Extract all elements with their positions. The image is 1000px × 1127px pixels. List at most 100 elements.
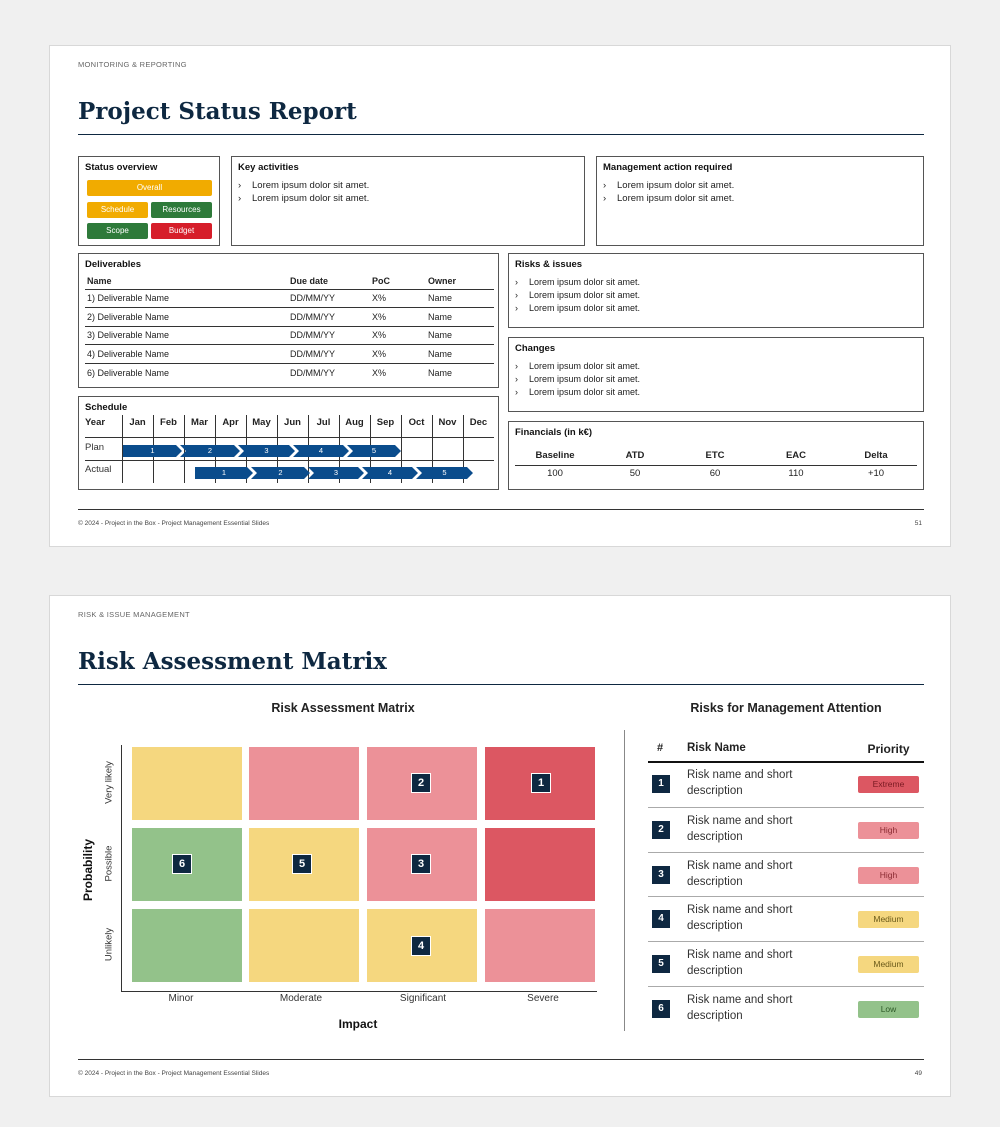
table-row: 3) Deliverable Name DD/MM/YY X% Name xyxy=(85,326,494,346)
risks-issues-heading: Risks & issues xyxy=(515,259,583,270)
financials-value: 50 xyxy=(629,468,641,479)
financials-column-header: ETC xyxy=(705,450,725,461)
x-axis-line xyxy=(121,991,597,992)
header-divider xyxy=(648,761,924,763)
matrix-cell xyxy=(132,909,242,982)
matrix-cell xyxy=(132,747,242,820)
risk-name: Risk name and short description xyxy=(687,949,793,977)
risk-badge: 6 xyxy=(172,854,192,874)
list-item: › Lorem ipsum dolor sit amet. xyxy=(515,374,641,384)
table-row: 1 Risk name and short description Extrem… xyxy=(648,762,924,807)
financials-column-header: Delta xyxy=(864,450,888,461)
table-row: 6) Deliverable Name DD/MM/YY X% Name xyxy=(87,367,453,378)
financials-panel: Financials (in k€) Baseline ATD ETC EAC … xyxy=(508,421,924,490)
year-label: Year xyxy=(85,417,106,428)
column-header: Priority xyxy=(867,742,910,756)
month-label: Jun xyxy=(284,417,301,428)
row-label: Very likely xyxy=(103,761,115,804)
plan-phase-bar: 5 xyxy=(347,445,401,457)
financials-value: 100 xyxy=(547,468,563,479)
risk-name: Risk name and short description xyxy=(687,860,793,888)
footer-divider xyxy=(78,509,924,510)
title-divider xyxy=(78,134,924,135)
financials-value: 60 xyxy=(709,468,721,479)
footer-divider xyxy=(78,1059,924,1060)
list-item: › Lorem ipsum dolor sit amet. xyxy=(238,180,370,191)
list-item: › Lorem ipsum dolor sit amet. xyxy=(515,290,641,300)
page-number: 49 xyxy=(914,1070,922,1077)
risk-name: Risk name and short description xyxy=(687,815,793,843)
risk-badge: 5 xyxy=(292,854,312,874)
chevron-right-icon: › xyxy=(238,193,242,204)
attention-heading: Risks for Management Attention xyxy=(690,701,882,715)
matrix-cell xyxy=(249,909,359,982)
month-gridline xyxy=(463,415,464,483)
row-number-badge: 2 xyxy=(652,821,670,839)
risk-badge: 3 xyxy=(411,854,431,874)
month-gridline xyxy=(122,415,123,483)
month-label: May xyxy=(252,417,271,428)
deliverables-heading: Deliverables xyxy=(85,259,141,270)
actual-phase-bar: 5 xyxy=(416,467,473,479)
financials-heading: Financials (in k€) xyxy=(515,427,593,438)
table-row: 5 Risk name and short description Medium xyxy=(648,941,924,986)
financials-value: +10 xyxy=(867,468,885,479)
deliverables-panel: Deliverables Name Due date PoC Owner 1) … xyxy=(78,253,499,388)
list-item: › Lorem ipsum dolor sit amet. xyxy=(603,193,735,204)
actual-phase-bar: 1 xyxy=(195,467,253,479)
schedule-heading: Schedule xyxy=(85,402,128,413)
table-row: 4) Deliverable Name DD/MM/YY X% Name xyxy=(85,344,494,364)
title-divider xyxy=(78,684,924,685)
actual-phase-bar: 3 xyxy=(308,467,364,479)
panel-separator xyxy=(624,730,625,1031)
chevron-right-icon: › xyxy=(603,180,607,191)
priority-badge: Extreme xyxy=(858,776,919,793)
status-schedule-pill: Schedule xyxy=(87,202,148,218)
plan-phase-bar: 4 xyxy=(293,445,349,457)
row-label: Possible xyxy=(103,845,115,882)
key-activities-heading: Key activities xyxy=(238,162,299,173)
chevron-right-icon: › xyxy=(515,361,518,371)
plan-phase-bar: 2 xyxy=(180,445,240,457)
column-header: Name xyxy=(85,273,288,290)
table-row: 3 Risk name and short description High xyxy=(648,852,924,897)
actual-phase-bar: 2 xyxy=(251,467,310,479)
row-number-badge: 4 xyxy=(652,910,670,928)
table-row: 1) Deliverable Name DD/MM/YY X% Name xyxy=(85,289,494,309)
slide-title: Project Status Report xyxy=(78,98,357,125)
column-label: Minor xyxy=(168,993,194,1004)
financials-value: 110 xyxy=(788,468,804,479)
divider xyxy=(515,465,917,466)
plan-phase-bar: 3 xyxy=(238,445,295,457)
list-item: › Lorem ipsum dolor sit amet. xyxy=(603,180,735,191)
priority-badge: Low xyxy=(858,1001,919,1018)
chevron-right-icon: › xyxy=(515,303,518,313)
list-item: › Lorem ipsum dolor sit amet. xyxy=(515,303,641,313)
risk-badge: 1 xyxy=(531,773,551,793)
risk-name: Risk name and short description xyxy=(687,904,793,932)
slide-risk-assessment-matrix: RISK & ISSUE MANAGEMENT Risk Assessment … xyxy=(49,595,951,1097)
footer-text: © 2024 - Project in the Box - Project Ma… xyxy=(78,1070,270,1077)
matrix-cell xyxy=(249,747,359,820)
plan-phase-bar: 1 xyxy=(123,445,182,457)
column-header: Due date xyxy=(288,273,370,290)
risks-issues-panel: Risks & issues › Lorem ipsum dolor sit am… xyxy=(508,253,924,328)
chevron-right-icon: › xyxy=(515,374,518,384)
month-label: Jan xyxy=(129,417,146,428)
month-label: Dec xyxy=(469,417,488,428)
month-label: Feb xyxy=(160,417,177,428)
list-item: › Lorem ipsum dolor sit amet. xyxy=(515,387,641,397)
section-kicker: RISK & ISSUE MANAGEMENT xyxy=(78,610,190,619)
list-item: › Lorem ipsum dolor sit amet. xyxy=(515,277,641,287)
row-number-badge: 5 xyxy=(652,955,670,973)
schedule-panel: Schedule Year Plan Actual Jan Feb Mar Apr Ma… xyxy=(78,396,499,490)
row-number-badge: 6 xyxy=(652,1000,670,1018)
month-gridline xyxy=(401,415,402,483)
deliverables-table: Name Due date PoC Owner 1) Deliverable N… xyxy=(85,273,494,382)
table-row: 4 Risk name and short description Medium xyxy=(648,896,924,941)
divider xyxy=(85,460,494,461)
divider xyxy=(85,437,494,438)
section-kicker: MONITORING & REPORTING xyxy=(78,60,187,69)
risk-badge: 2 xyxy=(411,773,431,793)
risk-name: Risk name and short description xyxy=(687,994,793,1022)
